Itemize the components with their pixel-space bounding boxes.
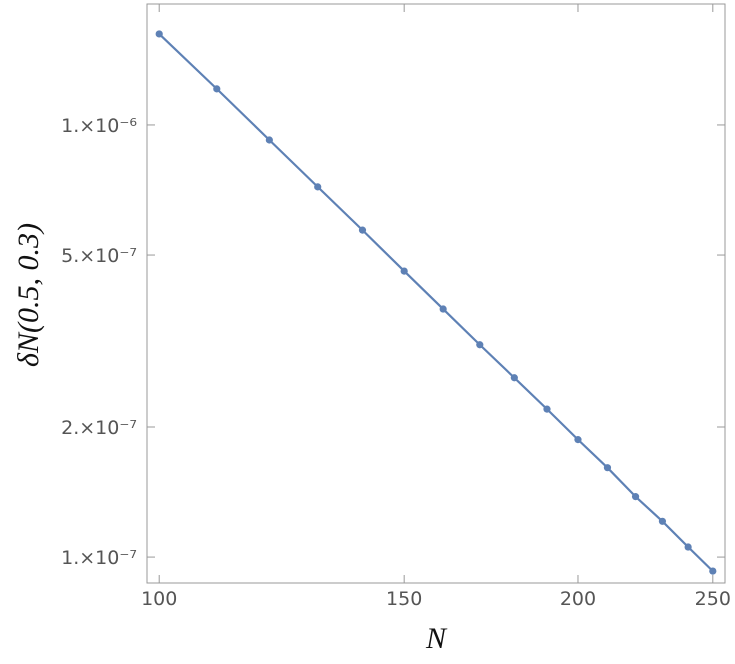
data-point: [400, 267, 408, 275]
x-axis-label: N: [425, 622, 448, 655]
data-point: [314, 183, 322, 191]
x-tick-label: 200: [560, 588, 596, 610]
x-tick-label: 150: [386, 588, 422, 610]
data-point: [213, 85, 221, 93]
y-axis-label: δN(0.5, 0.3): [12, 223, 45, 367]
y-tick-label: 1.×10⁻⁷: [61, 547, 137, 569]
data-line: [158, 33, 714, 572]
data-point: [265, 136, 273, 144]
data-point: [358, 226, 367, 234]
data-point: [684, 543, 692, 551]
data-point: [658, 517, 667, 525]
data-point: [476, 341, 484, 349]
data-point: [439, 305, 447, 313]
data-point: [709, 567, 717, 575]
y-tick-label: 1.×10⁻⁶: [61, 115, 137, 137]
y-tick-label: 2.×10⁻⁷: [61, 417, 137, 439]
data-point: [631, 493, 640, 501]
x-tick-label: 100: [141, 588, 177, 610]
plot-frame: [146, 3, 726, 584]
data-point: [543, 405, 551, 413]
data-point: [155, 30, 163, 38]
x-tick-label: 250: [695, 588, 731, 610]
y-tick-label: 5.×10⁻⁷: [61, 245, 137, 267]
data-point: [510, 374, 518, 382]
data-point: [603, 464, 612, 472]
data-point: [574, 436, 582, 444]
